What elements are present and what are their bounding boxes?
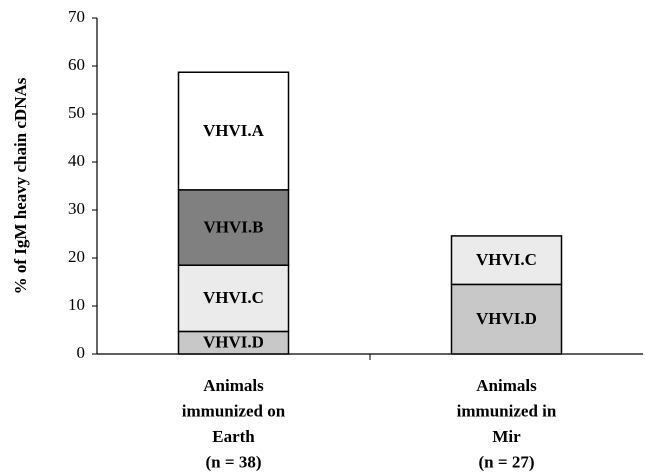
bar-segment: [450, 235, 563, 286]
y-tick-label: 30: [68, 199, 85, 218]
x-tick-label: Mir: [492, 427, 521, 446]
bar-segment: [177, 71, 290, 191]
y-tick-label: 50: [68, 103, 85, 122]
segment-label: VHVI.A: [203, 121, 265, 140]
y-tick-label: 20: [68, 247, 85, 266]
segment-label: VHVI.C: [476, 250, 537, 269]
y-tick-label: 60: [68, 55, 85, 74]
segment-label: VHVI.C: [203, 288, 264, 307]
x-tick-label: (n = 27): [479, 452, 535, 471]
segment-label: VHVI.D: [476, 309, 537, 328]
x-tick-label: immunized on: [182, 401, 286, 420]
y-tick-label: 70: [68, 7, 85, 26]
x-tick-label: Animals: [476, 376, 537, 395]
y-tick-label: 40: [68, 151, 85, 170]
bar-segment: [450, 283, 563, 355]
x-tick-label: immunized in: [457, 401, 557, 420]
x-tick-label: Animals: [203, 376, 264, 395]
bar-segment: [177, 264, 290, 333]
x-tick-label: (n = 38): [206, 452, 262, 471]
y-tick-label: 10: [68, 295, 85, 314]
bar-segment: [177, 189, 290, 266]
y-axis-label: % of IgM heavy chain cDNAs: [11, 77, 30, 294]
segment-label: VHVI.D: [203, 333, 264, 352]
x-tick-label: Earth: [212, 427, 255, 446]
y-tick-label: 0: [77, 343, 86, 362]
segment-label: VHVI.B: [204, 217, 264, 236]
